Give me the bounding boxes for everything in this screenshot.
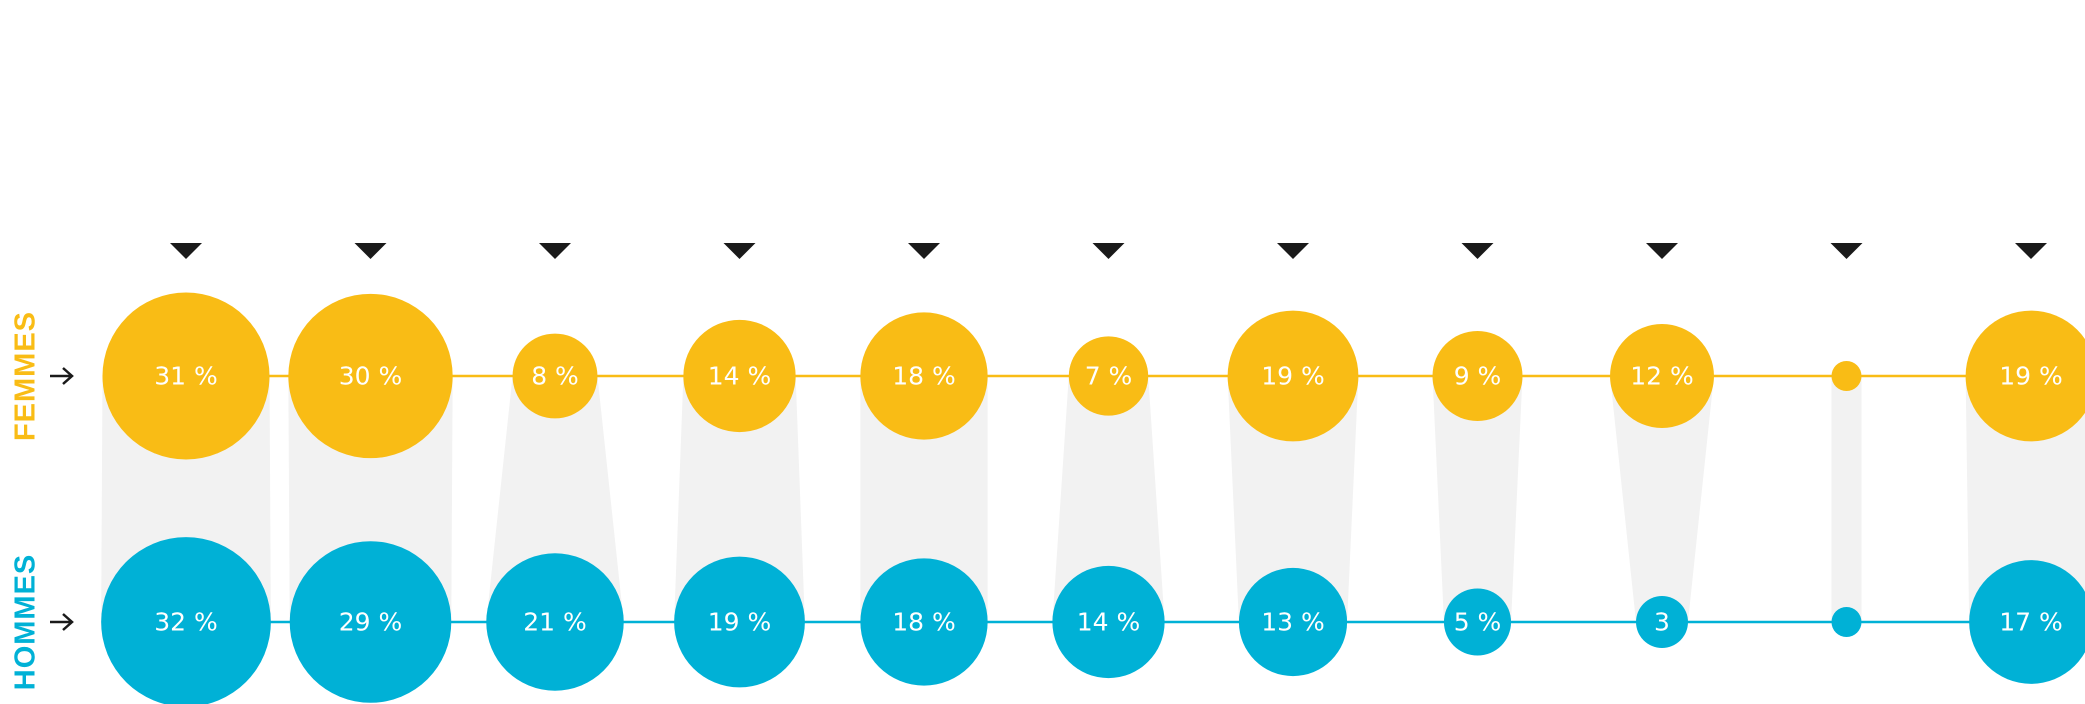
value-label: 21 %: [523, 608, 587, 637]
bubble: [486, 553, 624, 691]
pointer: [723, 243, 756, 259]
pointer: [1092, 243, 1125, 259]
pointer: [908, 243, 940, 259]
series-label: HOMMES: [9, 553, 42, 691]
bubble: [102, 292, 270, 460]
pointer: [1830, 243, 1863, 259]
value-label: 30 %: [339, 362, 403, 391]
value-label: 14 %: [708, 362, 772, 391]
bubble: [288, 293, 453, 459]
bubble: [1610, 324, 1714, 428]
pointer: [2015, 243, 2047, 259]
bubble: [289, 541, 452, 703]
value-label: 18 %: [892, 608, 956, 637]
bubble: [101, 537, 271, 704]
connector: [486, 376, 624, 622]
bubble: [674, 556, 805, 688]
series-label: FEMMES: [9, 310, 42, 442]
connector: [1052, 376, 1165, 622]
value-label: 19 %: [1261, 362, 1325, 391]
bubble: [1831, 607, 1862, 637]
bubble: [1052, 565, 1165, 679]
bubble: [1068, 336, 1149, 416]
value-label: 5 %: [1454, 608, 1502, 637]
value-label: 18 %: [892, 362, 956, 391]
value-label: 19 %: [708, 608, 772, 637]
connector: [860, 376, 988, 622]
value-label: 9 %: [1454, 362, 1502, 391]
connector: [1965, 376, 2085, 622]
bubble: [1969, 560, 2085, 684]
value-label: 14 %: [1077, 608, 1141, 637]
connector: [1831, 376, 1862, 622]
connector: [674, 376, 805, 622]
row-arrow: [50, 613, 74, 631]
value-label: 12 %: [1630, 362, 1694, 391]
pointer: [1646, 243, 1678, 259]
value-label: 29 %: [339, 608, 403, 637]
pointer: [539, 243, 571, 259]
bubble: [860, 312, 988, 440]
value-label: 32 %: [154, 608, 218, 637]
value-label: 7 %: [1085, 362, 1133, 391]
bubbles: 31 % 32 % 30 % 29 % 8 % 21 % 14 % 19 % 18 % 18 % 7…: [101, 292, 2085, 704]
bubble: [1636, 596, 1688, 648]
value-label: 3: [1654, 608, 1670, 637]
bubble: [683, 319, 796, 433]
value-label: 31 %: [154, 362, 218, 391]
value-label: 19 %: [1999, 362, 2063, 391]
connector: [1610, 376, 1714, 622]
connector: [1432, 376, 1523, 622]
connectors: [101, 376, 2085, 622]
row-arrow: [50, 367, 74, 385]
bubble: [512, 333, 598, 419]
pointer: [170, 243, 202, 259]
bubble: [1238, 567, 1348, 677]
value-label: 13 %: [1261, 608, 1325, 637]
bubble: [1965, 310, 2085, 442]
connector: [1227, 376, 1359, 622]
pointer: [354, 243, 387, 259]
pointer: [1277, 243, 1309, 259]
bubble: [860, 558, 988, 686]
pointer: [1461, 243, 1494, 259]
value-label: 8 %: [531, 362, 579, 391]
value-label: 17 %: [1999, 608, 2063, 637]
bubble: [1432, 331, 1523, 421]
bubble: [1443, 588, 1512, 656]
bubble: [1227, 310, 1359, 442]
bubble: [1831, 361, 1862, 391]
